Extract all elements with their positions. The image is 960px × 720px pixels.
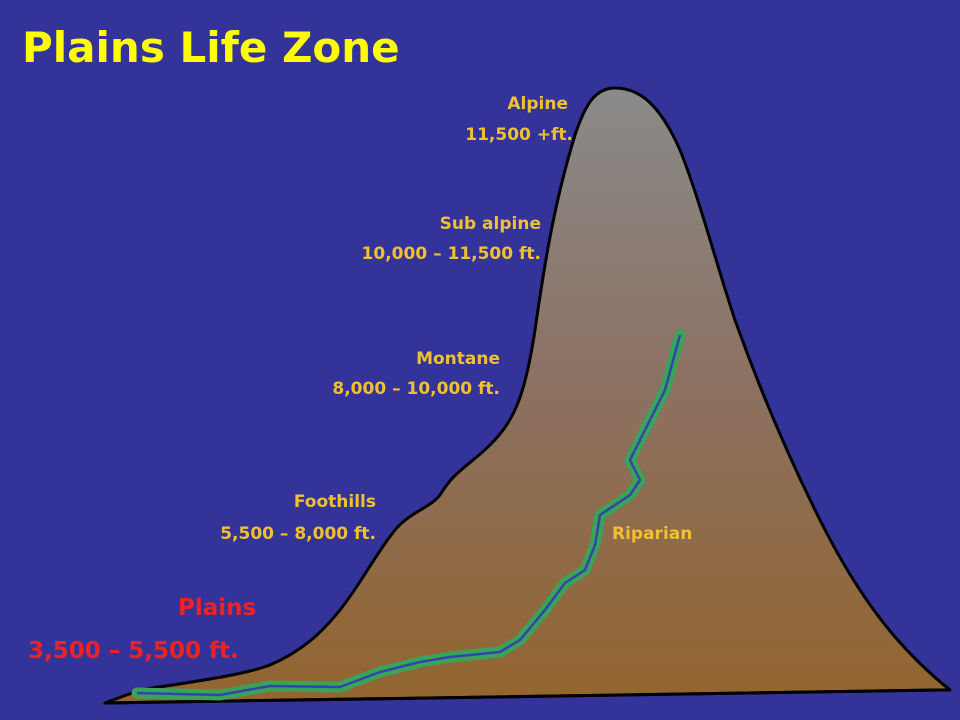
title: Plains Life Zone — [22, 23, 400, 72]
zone-name: Sub alpine — [440, 214, 541, 234]
mountain — [103, 86, 952, 705]
zone-range: 10,000 – 11,500 ft. — [362, 244, 541, 264]
plains-range: 3,500 – 5,500 ft. — [28, 638, 239, 664]
plains-name: Plains — [178, 595, 256, 621]
ground-line — [104, 688, 941, 705]
riparian-label: Riparian — [612, 524, 692, 544]
zone-range: 8,000 – 10,000 ft. — [332, 379, 500, 399]
zone-name: Alpine — [507, 94, 568, 114]
zone-name: Foothills — [294, 492, 376, 512]
river — [136, 334, 682, 697]
zone-range: 5,500 – 8,000 ft. — [220, 524, 376, 544]
zone-name: Montane — [416, 349, 500, 369]
zone-range: 11,500 +ft. — [465, 125, 573, 145]
